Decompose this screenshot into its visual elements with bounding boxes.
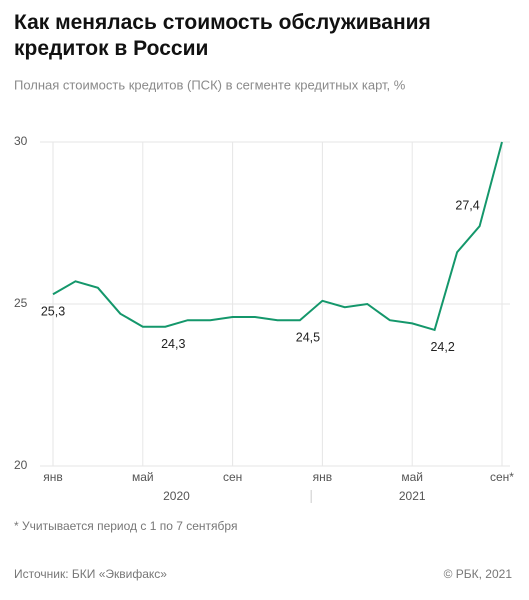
x-tick-label: янв <box>43 470 63 484</box>
x-tick-label: май <box>401 470 423 484</box>
data-label: 24,2 <box>430 340 454 354</box>
footnote: * Учитывается период с 1 по 7 сентября <box>14 519 237 533</box>
y-tick-label: 20 <box>14 458 28 472</box>
x-tick-label: сен* <box>490 470 514 484</box>
chart-subtitle: Полная стоимость кредитов (ПСК) в сегмен… <box>14 77 406 92</box>
data-label: 25,3 <box>41 305 65 319</box>
x-tick-label: сен <box>223 470 242 484</box>
data-label: 24,5 <box>296 330 320 344</box>
year-label: 2021 <box>399 489 426 503</box>
credit: © РБК, 2021 <box>444 567 513 581</box>
data-label: 27,4 <box>455 199 479 213</box>
chart-title: Как менялась стоимость обслуживания кред… <box>14 11 431 60</box>
year-label: 2020 <box>163 489 190 503</box>
data-label: 24,3 <box>161 337 185 351</box>
x-tick-label: май <box>132 470 154 484</box>
x-tick-label: янв <box>313 470 333 484</box>
y-tick-label: 30 <box>14 134 28 148</box>
data-line <box>52 141 503 332</box>
y-tick-label: 25 <box>14 296 28 310</box>
source: Источник: БКИ «Эквифакс» <box>14 567 167 581</box>
